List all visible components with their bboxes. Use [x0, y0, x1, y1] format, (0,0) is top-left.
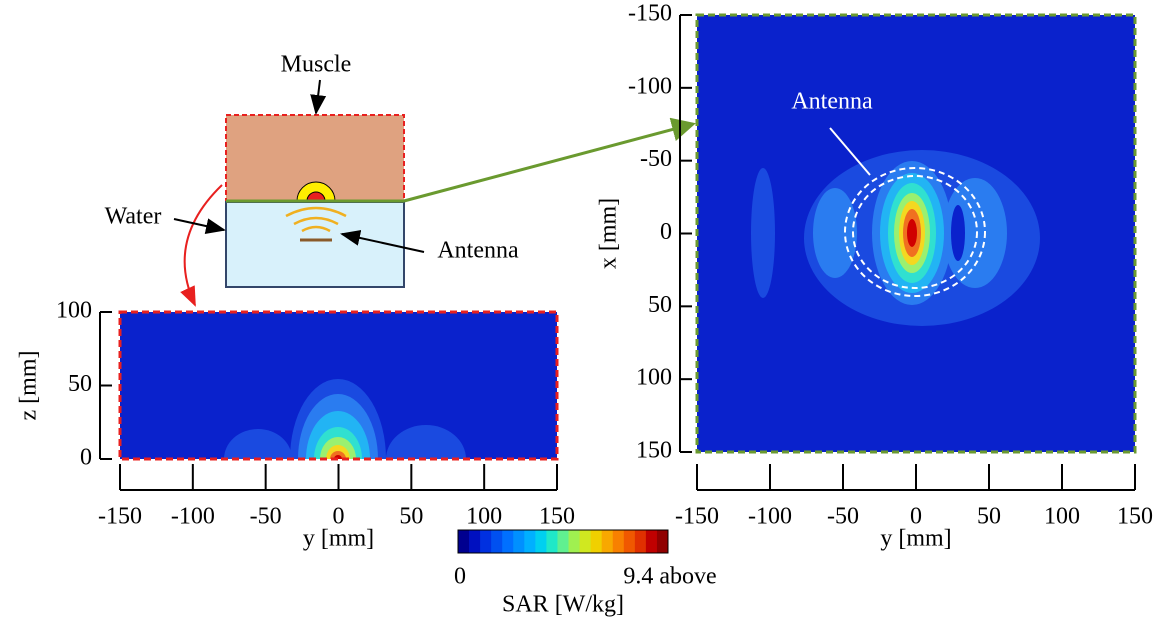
label: Antenna — [437, 238, 519, 264]
colorbar-swatch — [579, 530, 592, 553]
colorbar-swatch — [458, 530, 470, 553]
x-tick-label: 0 — [333, 504, 345, 530]
colorbar-swatch — [524, 530, 536, 553]
link-arrow — [180, 184, 223, 307]
colorbar-frame — [457, 529, 669, 554]
link-arrow — [403, 117, 696, 203]
colorbar-swatch — [645, 530, 658, 553]
y-tick-label: 150 — [636, 438, 672, 464]
colorbar-swatch — [469, 530, 481, 553]
x-tick-label: 100 — [1044, 504, 1080, 530]
x-axis-label: y [mm] — [303, 526, 374, 552]
colorbar-swatch — [656, 530, 669, 553]
x-tick-label: 0 — [910, 504, 922, 530]
heatmap-field — [120, 312, 557, 459]
y-tick-label: 50 — [648, 292, 672, 318]
colorbar-swatch — [535, 530, 547, 553]
colorbar-swatch — [612, 530, 625, 553]
heatmap-field — [697, 15, 1135, 452]
x-tick-label: 50 — [399, 504, 423, 530]
pointer — [310, 79, 327, 115]
x-tick-label: 50 — [977, 504, 1001, 530]
plot-border — [695, 13, 1137, 454]
colorbar-swatch — [590, 530, 603, 553]
schematic: Muscle Water Antenna — [105, 52, 696, 307]
y-tick-label: -50 — [640, 146, 672, 172]
x-axis-label: y [mm] — [880, 526, 951, 552]
colorbar-swatch — [480, 530, 492, 553]
colorbar-swatch — [601, 530, 614, 553]
y-tick-label: 100 — [636, 365, 672, 391]
y-tick-label: 0 — [80, 445, 92, 471]
label: Muscle — [281, 52, 352, 78]
x-tick-label: -50 — [827, 504, 859, 530]
colorbar-swatch — [557, 530, 570, 553]
label: Water — [105, 204, 162, 230]
y-tick-label: -100 — [628, 73, 672, 99]
y-axis-label: z [mm] — [16, 351, 42, 421]
colorbar-swatch — [568, 530, 581, 553]
y-axis-label: x [mm] — [596, 198, 622, 269]
colorbar-swatch — [502, 530, 514, 553]
colorbar-swatch — [623, 530, 636, 553]
y-tick-label: 0 — [660, 219, 672, 245]
y-tick-label: -150 — [628, 1, 672, 27]
colorbar-swatch — [513, 530, 525, 553]
x-tick-label: 100 — [466, 504, 502, 530]
x-tick-label: -100 — [748, 504, 792, 530]
colorbar-min: 0 — [454, 564, 466, 590]
colorbar-swatch — [491, 530, 503, 553]
pointer — [173, 218, 226, 234]
plot-border — [118, 310, 559, 461]
x-tick-label: 150 — [1117, 504, 1153, 530]
colorbar-swatch — [546, 530, 558, 553]
y-tick-label: 100 — [56, 298, 92, 324]
waves — [285, 206, 347, 233]
colorbar-label: SAR [W/kg] — [502, 592, 624, 618]
x-tick-label: -150 — [98, 504, 142, 530]
annotation: Antenna — [791, 89, 873, 115]
x-tick-label: -50 — [250, 504, 282, 530]
colorbar-swatch — [634, 530, 647, 553]
x-tick-label: -100 — [171, 504, 215, 530]
x-tick-label: 150 — [539, 504, 575, 530]
colorbar-max: 9.4 above — [623, 564, 716, 590]
water-block — [225, 201, 405, 288]
x-tick-label: -150 — [675, 504, 719, 530]
y-tick-label: 50 — [68, 371, 92, 397]
pointer — [340, 230, 425, 253]
